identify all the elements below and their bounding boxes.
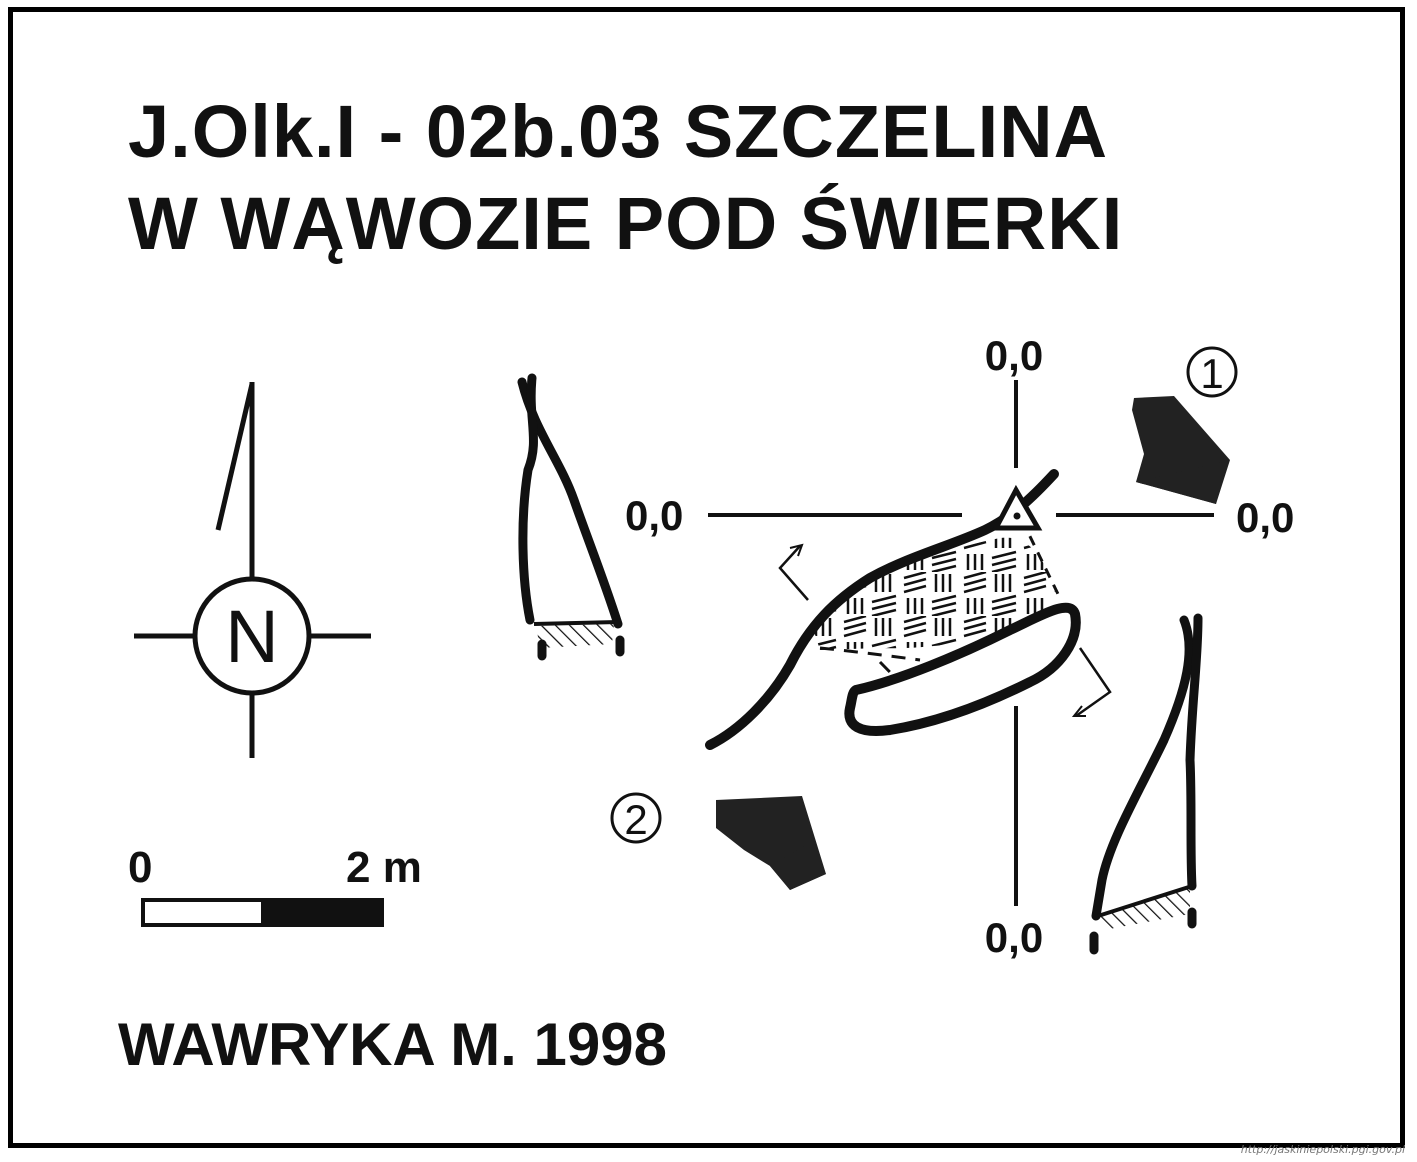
entrance-arrow-2: 2: [610, 792, 826, 890]
author-credit: WAWRYKA M. 1998: [118, 1011, 667, 1078]
north-letter: N: [225, 595, 278, 678]
entrance-arrow-1: 1: [1132, 346, 1238, 504]
source-watermark: http://jaskiniepolski.pgi.gov.pl: [1240, 1143, 1405, 1156]
entrance-1-number: 1: [1200, 350, 1223, 397]
cave-plan: [705, 469, 1112, 750]
cross-section-1: [517, 373, 625, 661]
entrance-1-marker: [1186, 346, 1238, 398]
scale-start-label: 0: [128, 843, 152, 892]
compass-circle: [192, 576, 312, 696]
scale-segment-black: [261, 898, 384, 927]
datum-label-left: 0,0: [625, 492, 683, 539]
map-frame: [8, 7, 1405, 1148]
cave-title-line2: W WĄWOZIE POD ŚWIERKI: [128, 182, 1124, 265]
cave-title-line1: J.Olk.I - 02b.03 SZCZELINA: [128, 90, 1109, 173]
datum-label-bottom: 0,0: [985, 914, 1043, 961]
entrance-2-marker: [610, 792, 662, 844]
datum-label-top: 0,0: [985, 332, 1043, 379]
survey-cross: 0,0 0,0 0,0 0,0: [625, 332, 1294, 961]
rock-pillar: [844, 602, 1081, 736]
north-arrow: N: [134, 382, 371, 758]
scale-end-label: 2 m: [346, 843, 422, 892]
rubble-floor-fill: [812, 537, 1056, 650]
survey-station-triangle: [991, 484, 1043, 531]
datum-label-right: 0,0: [1236, 494, 1294, 541]
scale-segment-white: [141, 898, 265, 927]
scale-bar: 0 2 m: [128, 843, 422, 927]
entrance-2-number: 2: [624, 796, 647, 843]
north-needle-barb: [215, 383, 255, 531]
cross-section-2: [1089, 613, 1203, 955]
